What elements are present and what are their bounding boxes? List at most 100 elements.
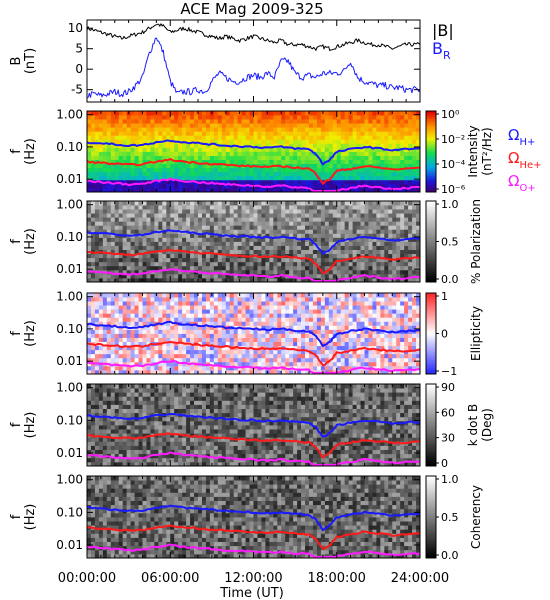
spectrogram-cell <box>388 119 393 124</box>
spectrogram-cell <box>281 147 286 152</box>
spectrogram-cell <box>114 167 120 173</box>
spectrogram-cell <box>408 201 413 206</box>
spectrogram-cell <box>348 139 353 144</box>
spectrogram-cell <box>265 337 270 342</box>
spectrogram-cell <box>114 221 120 226</box>
spectrogram-cell <box>142 119 147 124</box>
spectrogram-cell <box>229 297 235 302</box>
spectrogram-cell <box>90 353 96 359</box>
spectrogram-cell <box>217 159 223 165</box>
spectrogram-cell <box>277 317 282 322</box>
spectrogram-cell <box>344 233 350 238</box>
spectrogram-cell <box>118 167 124 173</box>
spectrogram-cell <box>253 305 258 310</box>
spectrogram-cell <box>186 115 191 120</box>
spectrogram-cell <box>146 139 151 144</box>
spectrogram-cell <box>98 305 104 310</box>
spectrogram-cell <box>90 135 96 140</box>
spectrogram-cell <box>87 167 92 173</box>
spectrogram-cell <box>194 333 199 338</box>
spectrogram-cell <box>348 365 353 371</box>
spectrogram-cell <box>392 265 397 271</box>
spectrogram-cell <box>301 277 306 283</box>
spectrogram-cell <box>257 175 262 181</box>
spectrogram-cell <box>174 201 179 206</box>
spectrogram-cell <box>305 361 310 367</box>
spectrogram-cell <box>281 209 286 214</box>
spectrogram-cell <box>312 179 318 185</box>
spectrogram-cell <box>297 151 302 156</box>
spectrogram-cell <box>320 139 326 144</box>
spectrogram-cell <box>301 171 306 177</box>
spectrogram-cell <box>213 229 219 234</box>
spectrogram-cell <box>380 167 385 173</box>
spectrogram-cell <box>328 201 334 206</box>
spectrogram-cell <box>174 249 179 255</box>
spectrogram-cell <box>229 119 235 124</box>
spectrogram-cell <box>400 273 405 279</box>
spectrogram-cell <box>118 139 124 144</box>
spectrogram-cell <box>201 237 207 242</box>
spectrogram-cell <box>324 245 330 250</box>
spectrogram-cell <box>190 201 195 206</box>
spectrogram-cell <box>289 349 294 355</box>
spectrogram-cell <box>225 257 231 263</box>
spectrogram-cell <box>201 233 207 238</box>
spectrogram-cell <box>194 225 199 230</box>
spectrogram-cell <box>344 333 350 338</box>
spectrogram-cell <box>146 349 151 355</box>
spectrogram-cell <box>229 333 235 338</box>
spectrogram-cell <box>98 325 104 330</box>
spectrogram-cell <box>336 131 342 136</box>
spectrogram-cell <box>404 205 409 210</box>
spectrogram-cell <box>384 277 389 283</box>
spectrogram-cell <box>174 365 179 371</box>
spectrogram-cell <box>150 277 155 283</box>
spectrogram-cell <box>368 205 373 210</box>
spectrogram-cell <box>273 369 278 375</box>
spectrogram-cell <box>392 175 397 181</box>
spectrogram-cell <box>225 201 231 206</box>
spectrogram-cell <box>162 269 167 275</box>
spectrogram-cell <box>352 155 357 160</box>
spectrogram-cell <box>237 349 242 355</box>
spectrogram-cell <box>336 269 342 275</box>
spectrogram-cell <box>142 333 147 338</box>
spectrogram-cell <box>190 321 195 326</box>
spectrogram-cell <box>253 369 258 375</box>
spectrogram-cell <box>162 273 167 279</box>
spectrogram-cell <box>412 155 417 160</box>
spectrogram-cell <box>182 317 187 322</box>
spectrogram-cell <box>150 187 155 193</box>
spectrogram-cell <box>134 309 139 314</box>
spectrogram-cell <box>396 115 401 120</box>
spectrogram-cell <box>162 127 167 132</box>
spectrogram-cell <box>198 257 203 263</box>
spectrogram-cell <box>178 245 183 250</box>
spectrogram-cell <box>273 237 278 242</box>
spectrogram-cell <box>98 333 104 338</box>
spectrogram-cell <box>170 265 175 271</box>
spectrogram-cell <box>166 321 171 326</box>
colorbar-segment <box>426 219 436 222</box>
spectrogram-cell <box>285 297 290 302</box>
spectrogram-cell <box>265 131 270 136</box>
spectrogram-cell <box>273 249 278 255</box>
spectrogram-cell <box>328 321 334 326</box>
spectrogram-cell <box>320 241 326 246</box>
spectrogram-cell <box>301 225 306 230</box>
spectrogram-cell <box>166 147 171 152</box>
spectrogram-cell <box>312 115 318 120</box>
spectrogram-cell <box>336 305 342 310</box>
spectrogram-cell <box>106 297 112 302</box>
spectrogram-cell <box>281 249 286 255</box>
colorbar-segment <box>426 129 436 132</box>
spectrogram-cell <box>225 115 231 120</box>
spectrogram-cell <box>221 305 227 310</box>
spectrogram-cell <box>289 321 294 326</box>
spectrogram-cell <box>190 325 195 330</box>
spectrogram-cell <box>380 143 385 148</box>
spectrogram-cell <box>261 309 266 314</box>
spectrogram-cell <box>213 205 219 210</box>
spectrogram-cell <box>130 155 135 160</box>
